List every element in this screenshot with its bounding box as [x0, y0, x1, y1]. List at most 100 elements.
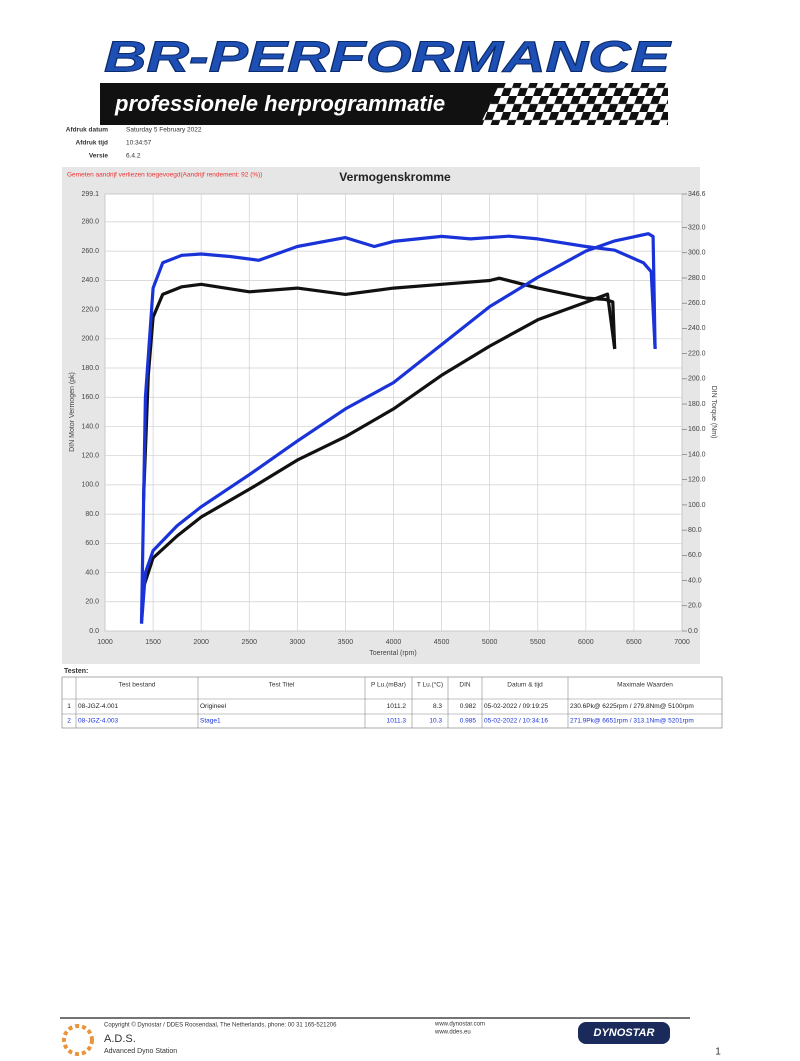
- x-tick-label: 5000: [482, 639, 498, 646]
- y2-tick-label: 260.0: [688, 300, 706, 307]
- y-tick-label: 240.0: [81, 277, 99, 284]
- footer-brand: A.D.S.: [104, 1033, 136, 1045]
- table-header: Test bestand: [119, 682, 156, 689]
- x-tick-label: 1500: [145, 639, 161, 646]
- y2-tick-label: 120.0: [688, 477, 706, 484]
- x-tick-label: 6000: [578, 639, 594, 646]
- y-tick-label: 260.0: [81, 248, 99, 255]
- table-cell: 0.982: [460, 703, 477, 710]
- table-cell: 05-02-2022 / 10:34:16: [484, 718, 548, 725]
- table-header: DIN: [459, 682, 471, 689]
- dynostar-logo: DYNOSTAR: [594, 1027, 655, 1039]
- y-tick-label: 40.0: [85, 569, 99, 576]
- y2-tick-label: 20.0: [688, 603, 702, 610]
- table-header: Test Titel: [269, 682, 295, 689]
- table-cell: 0.985: [460, 718, 477, 725]
- table-cell: 05-02-2022 / 09:19:25: [484, 703, 548, 710]
- y2-tick-label: 40.0: [688, 577, 702, 584]
- chart-title: Vermogenskromme: [339, 170, 451, 184]
- dynostar-badge: [578, 1022, 670, 1044]
- x-tick-label: 4000: [386, 639, 402, 646]
- info-value: 10:34:57: [126, 140, 152, 147]
- x-tick-label: 4500: [434, 639, 450, 646]
- y2-tick-label: 200.0: [688, 376, 706, 383]
- logo-subtitle: professionele herprogrammatie: [114, 91, 445, 116]
- y-tick-label: 299.1: [81, 191, 99, 198]
- table-header: P Lu.(mBar): [371, 682, 406, 689]
- x-axis-label: Toerental (rpm): [369, 650, 416, 657]
- y2-axis-label: DIN Torque (Nm): [710, 386, 717, 439]
- info-label: Versie: [89, 153, 109, 160]
- y-tick-label: 140.0: [81, 423, 99, 430]
- table-header: Maximale Waarden: [617, 682, 673, 689]
- y2-tick-label: 320.0: [688, 224, 706, 231]
- checkered-flag: [480, 83, 668, 125]
- y-tick-label: 180.0: [81, 365, 99, 372]
- y-tick-label: 0.0: [89, 628, 99, 635]
- y-tick-label: 60.0: [85, 540, 99, 547]
- ads-icon: [62, 1024, 94, 1056]
- footer-copyright: Copyright © Dynostar / DDES Roosendaal, …: [104, 1022, 337, 1029]
- x-tick-label: 5500: [530, 639, 546, 646]
- table-cell: 1011.3: [387, 718, 407, 725]
- curve: [139, 234, 657, 624]
- y-axis-label: DIN Motor Vermogen (pk): [69, 372, 76, 452]
- table-cell: Stage1: [200, 718, 221, 725]
- table-cell: 08-JGZ-4.003: [78, 718, 118, 725]
- y2-tick-label: 100.0: [688, 502, 706, 509]
- y2-tick-label: 0.0: [688, 628, 698, 635]
- footer-brand-sub: Advanced Dyno Station: [104, 1048, 177, 1055]
- curve: [139, 232, 657, 624]
- table-header: Datum & tijd: [507, 682, 543, 689]
- chart-note: Gemeten aandrijf verliezen toegevoegd(Aa…: [67, 172, 262, 179]
- logo: BR-PERFORMANCE professionele herprogramm…: [100, 32, 673, 125]
- page-number: 1: [715, 1047, 721, 1058]
- y-tick-label: 280.0: [81, 219, 99, 226]
- x-tick-label: 3500: [338, 639, 354, 646]
- table-header: T Lu.(°C): [417, 681, 443, 689]
- table-cell: 08-JGZ-4.001: [78, 703, 118, 710]
- y2-tick-label: 140.0: [688, 451, 706, 458]
- table-cell: 8.3: [433, 703, 442, 710]
- logo-title: BR-PERFORMANCE: [104, 33, 672, 82]
- x-tick-label: 7000: [674, 639, 690, 646]
- y2-tick-label: 80.0: [688, 527, 702, 534]
- y2-tick-label: 300.0: [688, 250, 706, 257]
- x-tick-label: 2000: [193, 639, 209, 646]
- curve: [141, 292, 617, 588]
- table-cell: 10.3: [429, 718, 442, 725]
- footer-site: www.ddes.eu: [434, 1030, 471, 1036]
- y-tick-label: 80.0: [85, 511, 99, 518]
- y2-tick-label: 60.0: [688, 552, 702, 559]
- y2-tick-label: 346.6: [688, 191, 706, 198]
- table-cell: 230.6Pk@ 6225rpm / 279.8Nm@ 5100rpm: [570, 703, 694, 710]
- x-tick-label: 6500: [626, 639, 642, 646]
- table-cell: 2: [67, 718, 71, 725]
- y-tick-label: 120.0: [81, 453, 99, 460]
- y-tick-label: 200.0: [81, 336, 99, 343]
- x-tick-label: 3000: [290, 639, 306, 646]
- table-cell: Origineel: [200, 703, 227, 710]
- info-label: Afdruk datum: [66, 127, 108, 134]
- y2-tick-label: 180.0: [688, 401, 706, 408]
- table-cell: 1: [67, 703, 71, 710]
- table-cell: 1011.2: [387, 703, 407, 710]
- y-tick-label: 20.0: [85, 599, 99, 606]
- y-tick-label: 160.0: [81, 394, 99, 401]
- info-label: Afdruk tijd: [76, 140, 109, 147]
- info-value: 6.4.2: [126, 153, 141, 160]
- info-value: Saturday 5 February 2022: [126, 127, 202, 134]
- table-caption: Testen:: [64, 668, 88, 675]
- curve: [141, 276, 617, 500]
- x-tick-label: 1000: [97, 639, 113, 646]
- table-frame: [61, 676, 723, 729]
- y2-tick-label: 220.0: [688, 350, 706, 357]
- table-cell: 271.9Pk@ 6651rpm / 313.1Nm@ 5201rpm: [570, 718, 694, 725]
- y2-tick-label: 280.0: [688, 275, 706, 282]
- x-tick-label: 2500: [241, 639, 257, 646]
- y-tick-label: 100.0: [81, 482, 99, 489]
- y-tick-label: 220.0: [81, 306, 99, 313]
- y2-tick-label: 160.0: [688, 426, 706, 433]
- y2-tick-label: 240.0: [688, 325, 706, 332]
